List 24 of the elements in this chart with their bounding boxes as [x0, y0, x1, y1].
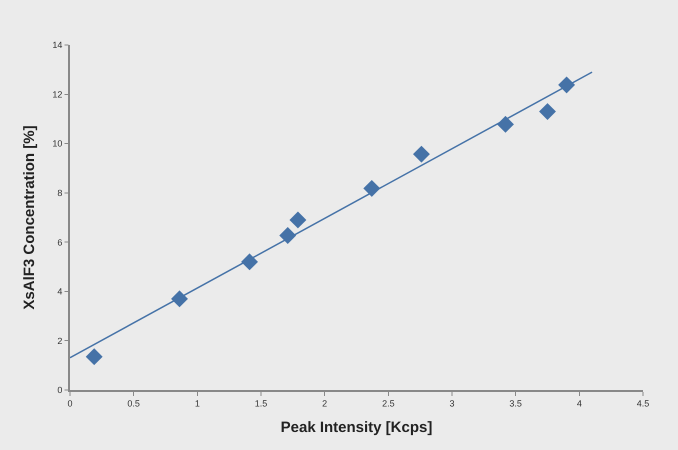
- x-tick-label: 3: [449, 398, 455, 409]
- y-tick-label: 10: [52, 138, 62, 149]
- x-axis-title: Peak Intensity [Kcps]: [280, 419, 432, 436]
- x-tick-label: 0.5: [127, 398, 140, 409]
- x-tick-label: 2: [322, 398, 328, 409]
- point: [539, 103, 556, 120]
- point: [412, 146, 430, 163]
- y-tick-label: 14: [52, 40, 62, 50]
- x-tick-label: 3.5: [509, 398, 522, 409]
- y-tick-label: 0: [57, 385, 62, 396]
- x-tick-label: 1.5: [254, 398, 268, 409]
- y-axis-title: XsAlF3 Concentration [%]: [21, 125, 38, 310]
- x-tick-label: 4.5: [636, 398, 650, 409]
- x-tick-label: 4: [576, 398, 582, 409]
- y-tick-label: 8: [57, 188, 62, 198]
- point: [86, 348, 103, 366]
- x-tick-label: 1: [194, 398, 200, 409]
- x-tick-label: 0: [67, 398, 73, 409]
- y-tick-label: 6: [57, 237, 62, 248]
- y-tick-label: 2: [57, 336, 62, 346]
- x-tick-label: 2.5: [382, 398, 395, 409]
- y-tick-label: 4: [57, 286, 62, 297]
- y-tick-label: 12: [52, 89, 62, 100]
- point: [289, 212, 306, 228]
